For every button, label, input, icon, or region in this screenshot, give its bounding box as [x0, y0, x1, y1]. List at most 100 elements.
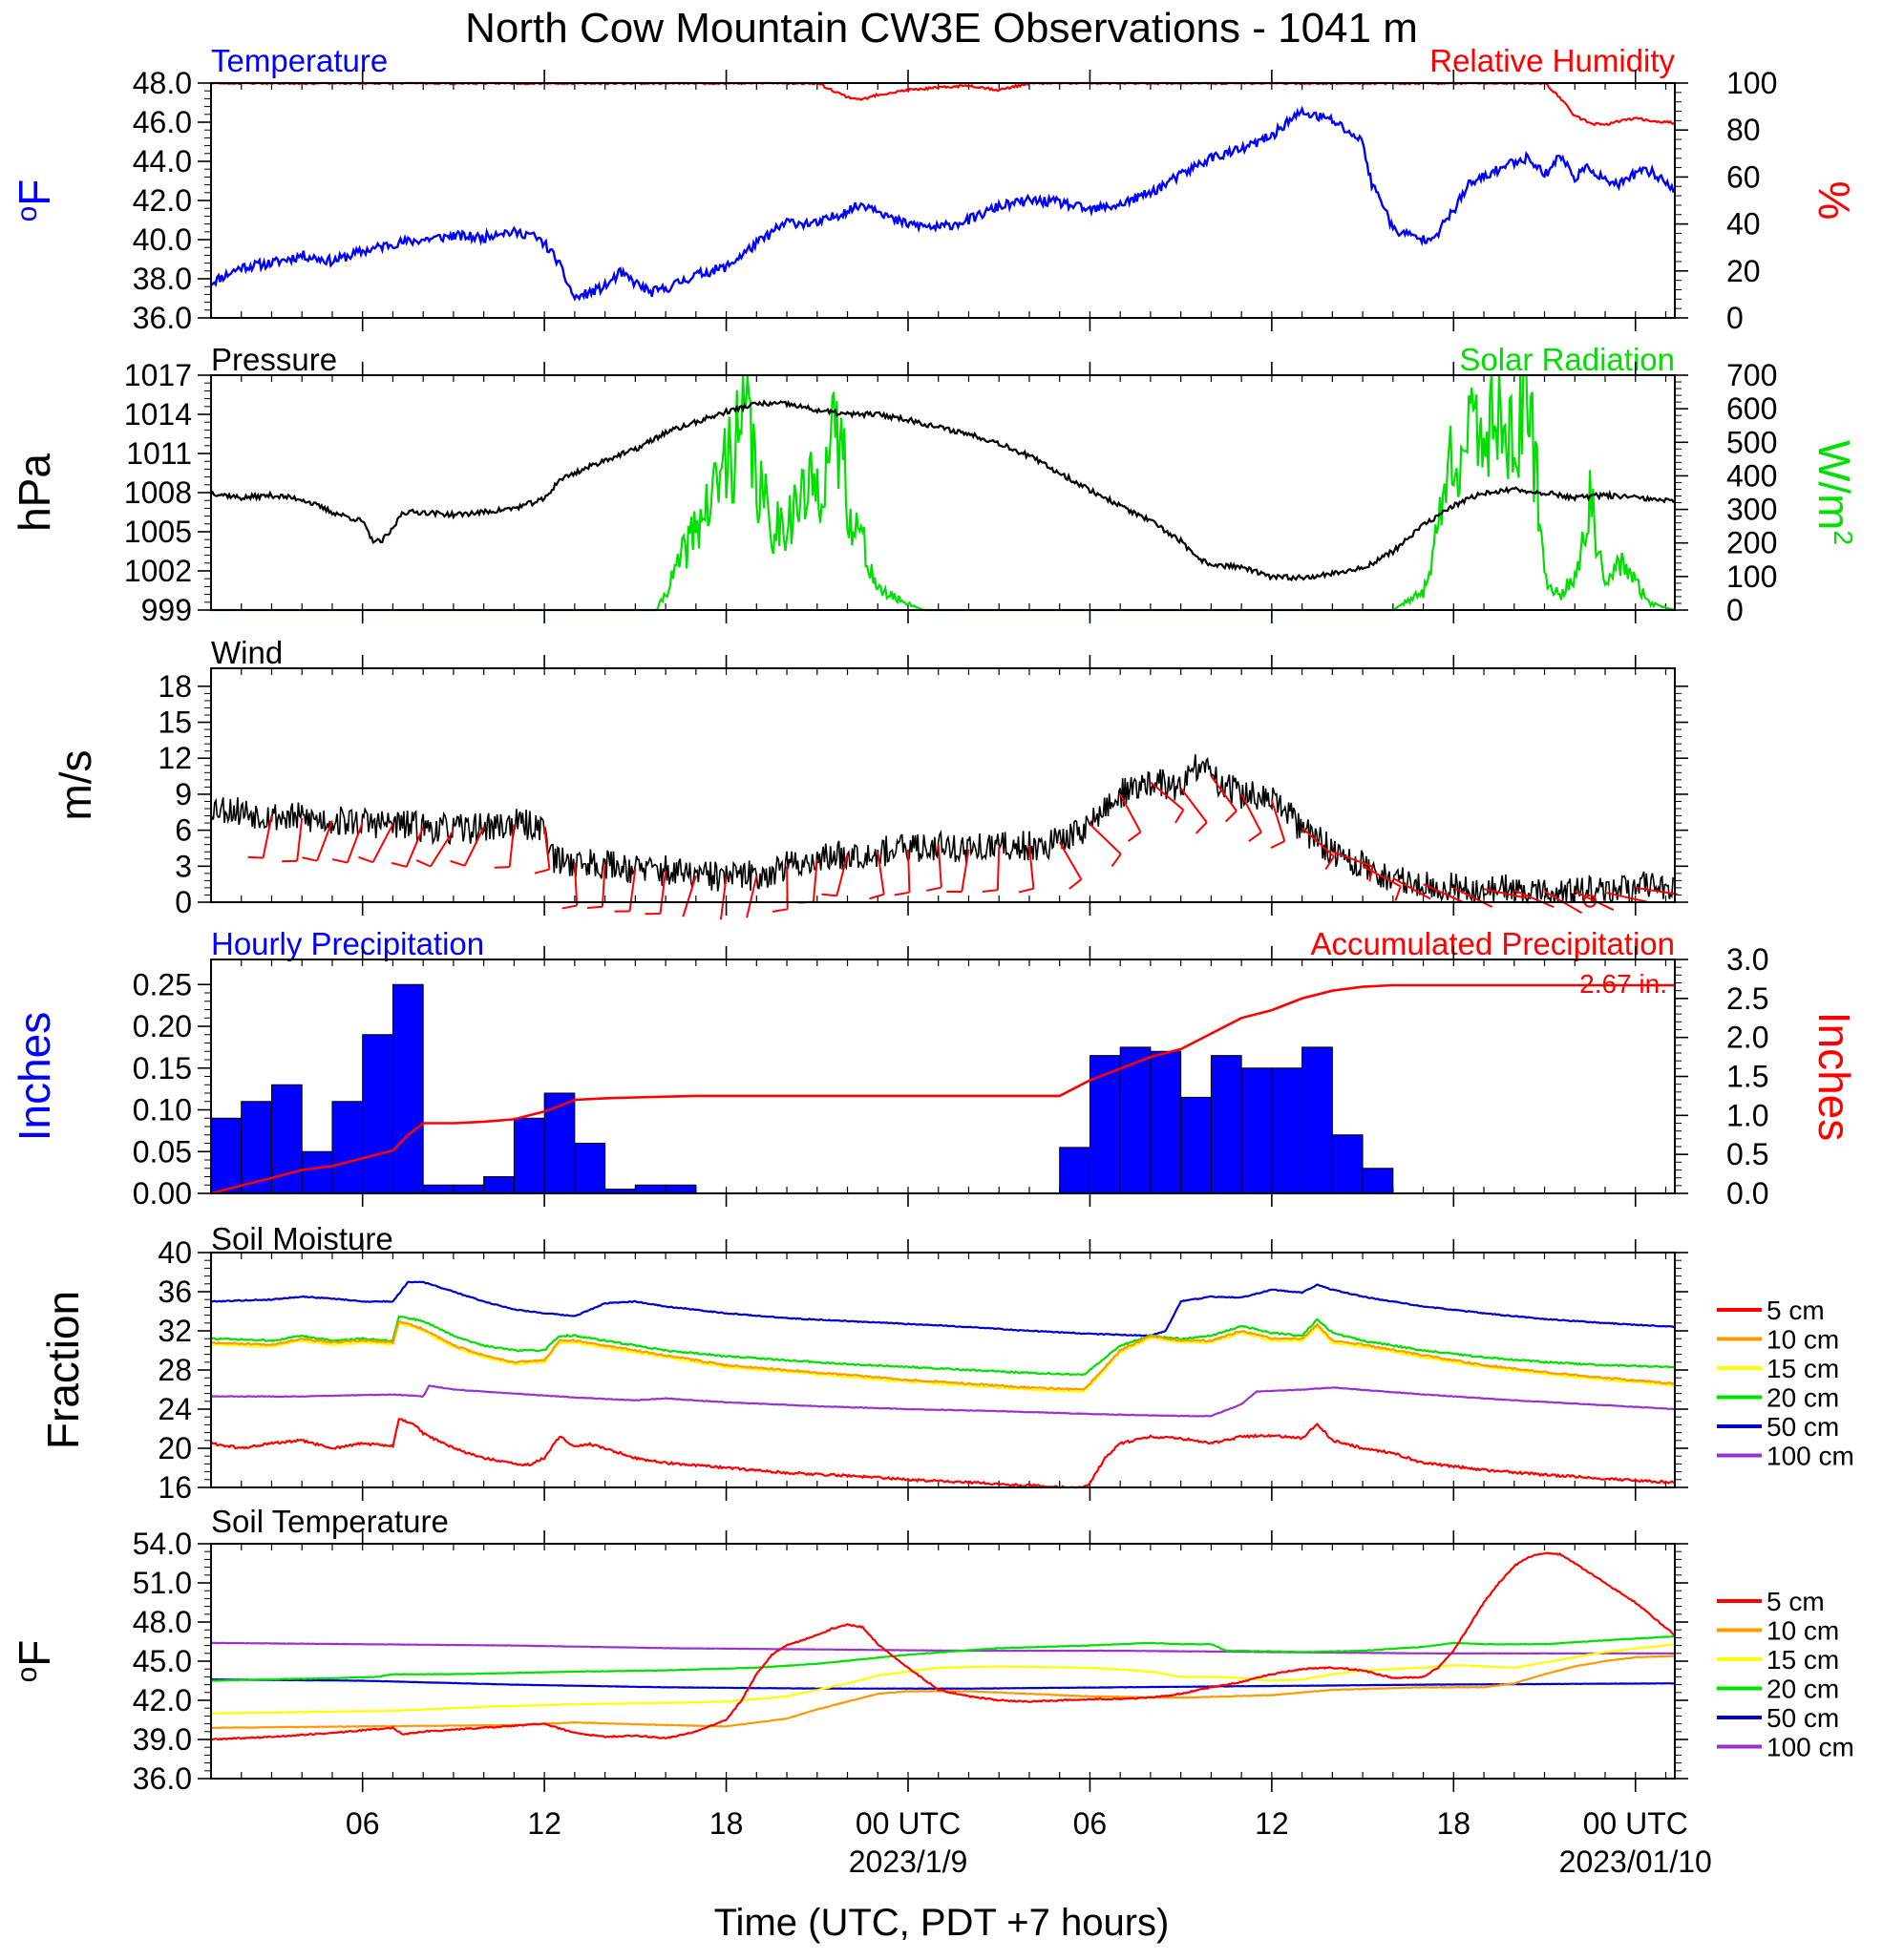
y-right-tick-label: 1.5 [1726, 1060, 1768, 1094]
wind-barb [346, 822, 364, 863]
wind-barb-feather [302, 856, 318, 862]
y-tick-label: 51.0 [133, 1566, 192, 1600]
series-soil-moisture-20cm [210, 1315, 1676, 1377]
y-tick-label: 1005 [124, 515, 192, 549]
y-label-hourly-precip: Inches [10, 1012, 59, 1142]
y-tick-label: 16 [158, 1470, 192, 1505]
wind-barb [1027, 845, 1035, 889]
y-tick-label: 1017 [124, 358, 192, 392]
time-tick-label: 12 [1255, 1806, 1289, 1841]
plot-frame-2 [210, 374, 1676, 611]
wind-barb-feather [772, 908, 788, 913]
wind-barb-feather [247, 855, 264, 859]
y-label-solar: W/m2 [1809, 440, 1859, 545]
wind-barb [961, 849, 970, 893]
y-tick-label: 0 [175, 885, 192, 919]
x-axis-label: Time (UTC, PDT +7 hours) [714, 1902, 1170, 1944]
panel-soil-moisture-title: Soil Moisture [211, 1221, 393, 1256]
wind-barb-feather [1324, 855, 1335, 871]
y-right-tick-label: 3.0 [1726, 942, 1768, 977]
hourly-precip-bar [574, 1143, 606, 1194]
wind-barbs [247, 775, 1679, 920]
wind-barb [1179, 788, 1208, 824]
time-tick-label: 12 [527, 1806, 561, 1841]
wind-barb-feather [450, 859, 466, 867]
series-soil-moisture-15cm [210, 1322, 1676, 1394]
hourly-precip-bar [210, 1117, 243, 1194]
axes-panel-2: 999 1002 1005 1008 1011 1014 1017 0100200300400… [10, 358, 1859, 627]
hourly-precip-bar [1362, 1168, 1394, 1194]
wind-barb [573, 862, 579, 906]
axes-panel-6: 36.0 39.0 42.0 45.0 48.0 51.0 54.0 oF [10, 1527, 1688, 1796]
wind-barb-feather [1368, 866, 1374, 882]
series-solar-radiation [211, 373, 1676, 612]
y-tick-label: 20 [158, 1431, 192, 1465]
wind-barb [1332, 851, 1373, 868]
panel-temperature-title: Temperature [211, 43, 388, 78]
wind-barb [719, 876, 728, 920]
panel-soil-temperature-title: Soil Temperature [211, 1504, 449, 1539]
series-soil-moisture-10cm [210, 1319, 1676, 1392]
wind-barb [543, 826, 551, 870]
series-accumulated-precip [210, 983, 1675, 1195]
hourly-precip-bar [483, 1176, 515, 1194]
wind-barb [405, 827, 425, 868]
wind-barb [746, 875, 758, 918]
wind-barb [1119, 793, 1142, 833]
wind-barb-feather [561, 904, 578, 910]
legend-label: 5 cm [1767, 1296, 1825, 1325]
panel-hourly-precip-title: Hourly Precipitation [211, 926, 484, 961]
wind-barb [296, 817, 304, 861]
wind-barb [1362, 865, 1402, 888]
panel-accum-precip-title: Accumulated Precipitation [1310, 926, 1675, 961]
wind-barb [429, 830, 455, 868]
wind-barb-feather [1394, 886, 1402, 901]
hourly-precip-bar [634, 1184, 666, 1194]
wind-barb [1635, 886, 1679, 896]
y-tick-label: 44.0 [133, 144, 192, 179]
panel-wind-title: Wind [211, 635, 283, 670]
wind-barb [996, 847, 1001, 891]
wind-barb-feather [821, 893, 837, 897]
plot-frame-4 [210, 959, 1676, 1194]
wind-barb [1058, 841, 1083, 880]
figure-title: North Cow Mountain CW3E Observations - 1… [465, 5, 1418, 52]
y-right-tick-label: 200 [1726, 526, 1777, 560]
accum-precip-total-label: 2.67 in. [1579, 969, 1667, 999]
hourly-precip-bar [391, 983, 424, 1194]
hourly-precip-bars [210, 983, 1394, 1194]
y-right-tick-label: 700 [1726, 358, 1777, 392]
wind-barb [1513, 889, 1555, 909]
wind-barb-feather [331, 858, 349, 864]
time-tick-label: 06 [1073, 1806, 1108, 1841]
wind-barb [628, 868, 637, 912]
hourly-precip-bar [453, 1184, 485, 1194]
y-right-tick-label: 2.5 [1726, 981, 1768, 1016]
series-soil-temp-50cm [210, 1677, 1675, 1690]
panel-precipitation: Hourly Precipitation Accumulated Precipi… [211, 926, 1675, 999]
y-tick-label: 999 [141, 593, 192, 627]
y-tick-label: 28 [158, 1353, 192, 1387]
y-label-accum-precip: Inches [1809, 1012, 1859, 1142]
y-tick-label: 1002 [124, 554, 192, 588]
wind-barb [877, 852, 885, 895]
y-right-tick-label: 100 [1726, 66, 1777, 100]
wind-barb [1604, 891, 1648, 903]
series-soil-temp-100cm [210, 1641, 1676, 1655]
y-tick-label: 38.0 [133, 262, 192, 296]
series-temperature [210, 105, 1676, 302]
hourly-precip-bar [543, 1092, 576, 1194]
wind-barb [659, 871, 667, 915]
legend-label: 15 cm [1767, 1645, 1839, 1675]
series-soil-temp-20cm [210, 1634, 1676, 1682]
time-date-label: 2023/01/10 [1559, 1844, 1712, 1879]
hourly-precip-bar [1150, 1050, 1182, 1194]
wind-barb-feather [1224, 810, 1238, 823]
wind-barb-feather [1270, 840, 1285, 849]
panel-wind: Wind [211, 635, 283, 670]
series-soil-temp-15cm [210, 1643, 1676, 1715]
series-soil-temp-5cm [210, 1551, 1676, 1741]
y-tick-label: 1014 [124, 397, 192, 432]
